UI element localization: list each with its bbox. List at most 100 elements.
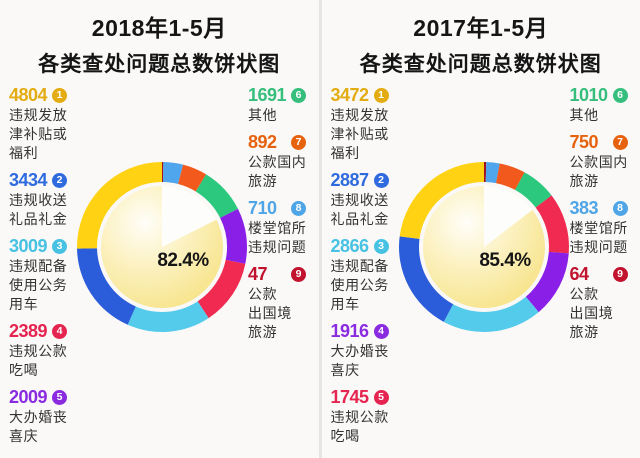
donut-segment-rank-8 [485, 162, 500, 184]
legend-rank-badge: 4 [373, 323, 389, 339]
legend-rank-badge: 2 [373, 172, 389, 188]
legend-right-column: 1691 6 其他 892 7 公款国内 旅游 710 8 楼堂馆所 违规问题 47 9 公款 出国境… [248, 84, 318, 348]
legend-label: 违规收送 礼品礼金 [9, 192, 68, 227]
legend-value-row: 2866 3 [331, 235, 417, 257]
donut-segment-rank-2 [398, 236, 453, 322]
legend-value: 2887 [330, 169, 370, 190]
legend-value-row: 47 9 [248, 263, 318, 285]
donut-segment-rank-6 [195, 174, 238, 218]
legend-value: 3472 [330, 84, 370, 105]
legend-item: 3009 3 违规配备 使用公务 用车 [9, 235, 95, 314]
donut-segment-rank-9 [483, 162, 486, 183]
donut-chart: 82.4% [62, 147, 262, 347]
legend-rank-badge: 8 [291, 200, 306, 216]
legend-label: 其他 [569, 107, 599, 123]
legend-label: 楼堂馆所 违规问题 [248, 220, 307, 255]
donut-center-percent: 82.4% [157, 250, 209, 271]
donut-segment-rank-7 [495, 163, 525, 190]
legend-item: 1010 6 其他 [570, 84, 640, 125]
donut-segment-rank-5 [535, 195, 569, 254]
legend-rank-badge: 4 [52, 323, 67, 339]
legend-item: 3472 1 违规发放 津补贴或 福利 [331, 84, 417, 163]
legend-item: 2009 5 大办婚丧 喜庆 [9, 386, 95, 446]
legend-item: 3434 2 违规收送 礼品礼金 [9, 169, 95, 229]
legend-rank-badge: 7 [291, 134, 306, 150]
legend-value: 1010 [569, 84, 609, 105]
legend-label: 违规公款 吃喝 [330, 409, 389, 444]
inner-pie-remainder-wedge [483, 186, 532, 247]
donut-segment-rank-6 [514, 172, 552, 208]
legend-item: 2389 4 违规公款 吃喝 [9, 320, 95, 380]
donut-segment-rank-2 [77, 248, 136, 325]
legend-value-row: 2887 2 [331, 169, 417, 191]
donut-segment-rank-3 [443, 296, 539, 332]
legend-value: 383 [569, 197, 599, 218]
legend-value: 64 [569, 263, 590, 284]
legend-rank-badge: 5 [52, 389, 67, 405]
legend-label: 违规配备 使用公务 用车 [330, 258, 389, 312]
legend-label: 大办婚丧 喜庆 [9, 409, 68, 444]
legend-value-row: 1745 5 [331, 386, 417, 408]
legend-label: 公款国内 旅游 [248, 154, 307, 189]
legend-value-row: 2009 5 [9, 386, 95, 408]
legend-label: 违规公款 吃喝 [9, 343, 68, 378]
legend-item: 47 9 公款 出国境 旅游 [248, 263, 318, 342]
legend-value-row: 750 7 [570, 131, 640, 153]
legend-value: 2866 [330, 235, 370, 256]
legend-rank-badge: 3 [52, 238, 67, 254]
legend-label: 公款 出国境 旅游 [569, 286, 614, 340]
legend-item: 2887 2 违规收送 礼品礼金 [331, 169, 417, 229]
legend-value-row: 1691 6 [248, 84, 318, 106]
legend-left-column: 4804 1 违规发放 津补贴或 福利 3434 2 违规收送 礼品礼金 3009 3 违规配备… [9, 84, 95, 452]
donut-segment-rank-8 [163, 162, 184, 185]
chart-card-2018: 2018年1-5月 各类查处问题总数饼状图 4804 1 违规发放 津补贴或 福利 3… [0, 0, 319, 458]
legend-item: 383 8 楼堂馆所 违规问题 [570, 197, 640, 257]
legend-value: 2389 [9, 320, 48, 341]
legend-rank-badge: 1 [373, 87, 389, 103]
chart-title-year-2018: 2018年1-5月 [91, 15, 227, 41]
legend-item: 4804 1 违规发放 津补贴或 福利 [9, 84, 95, 163]
legend-rank-badge: 1 [52, 87, 67, 103]
legend-item: 710 8 楼堂馆所 违规问题 [248, 197, 318, 257]
legend-value: 710 [248, 197, 277, 218]
chart-title-year-2017: 2017年1-5月 [413, 15, 549, 41]
legend-item: 1691 6 其他 [248, 84, 318, 125]
chart-title-sub-2018: 各类查处问题总数饼状图 [38, 53, 281, 76]
legend-value-row: 3472 1 [331, 84, 417, 106]
legend-value: 2009 [9, 386, 48, 407]
legend-value-row: 2389 4 [9, 320, 95, 342]
legend-value: 4804 [9, 84, 48, 105]
legend-value: 1745 [330, 386, 370, 407]
legend-label: 违规发放 津补贴或 福利 [330, 107, 389, 161]
donut-center-percent: 85.4% [479, 250, 531, 271]
legend-value: 892 [248, 131, 277, 152]
legend-value-row: 1916 4 [331, 320, 417, 342]
donut-svg: 82.4% [77, 162, 247, 333]
legend-rank-badge: 9 [612, 266, 628, 282]
legend-item: 1916 4 大办婚丧 喜庆 [331, 320, 417, 380]
donut-segment-rank-4 [197, 259, 246, 319]
legend-rank-badge: 7 [612, 134, 628, 150]
donut-svg: 85.4% [398, 162, 569, 332]
legend-rank-badge: 8 [612, 200, 628, 216]
legend-item: 892 7 公款国内 旅游 [248, 131, 318, 191]
legend-value: 47 [248, 263, 268, 284]
legend-item: 64 9 公款 出国境 旅游 [570, 263, 640, 342]
donut-segment-rank-1 [399, 162, 484, 239]
chart-card-2017: 2017年1-5月 各类查处问题总数饼状图 3472 1 违规发放 津补贴或 福利 2… [321, 0, 640, 458]
legend-value-row: 383 8 [570, 197, 640, 219]
donut-segment-rank-4 [525, 251, 569, 313]
donut-segment-rank-7 [178, 164, 207, 192]
legend-rank-badge: 9 [291, 266, 306, 282]
legend-value: 1916 [330, 320, 370, 341]
inner-pie-remainder-wedge [162, 186, 217, 247]
legend-value-row: 3434 2 [9, 169, 95, 191]
legend-value-row: 892 7 [248, 131, 318, 153]
legend-value-row: 1010 6 [570, 84, 640, 106]
legend-label: 违规发放 津补贴或 福利 [9, 107, 68, 161]
donut-chart: 85.4% [384, 147, 584, 347]
donut-segment-rank-5 [220, 208, 247, 264]
chart-title-sub-2017: 各类查处问题总数饼状图 [359, 53, 602, 76]
legend-label: 楼堂馆所 违规问题 [569, 220, 628, 255]
donut-segment-rank-1 [77, 162, 162, 249]
